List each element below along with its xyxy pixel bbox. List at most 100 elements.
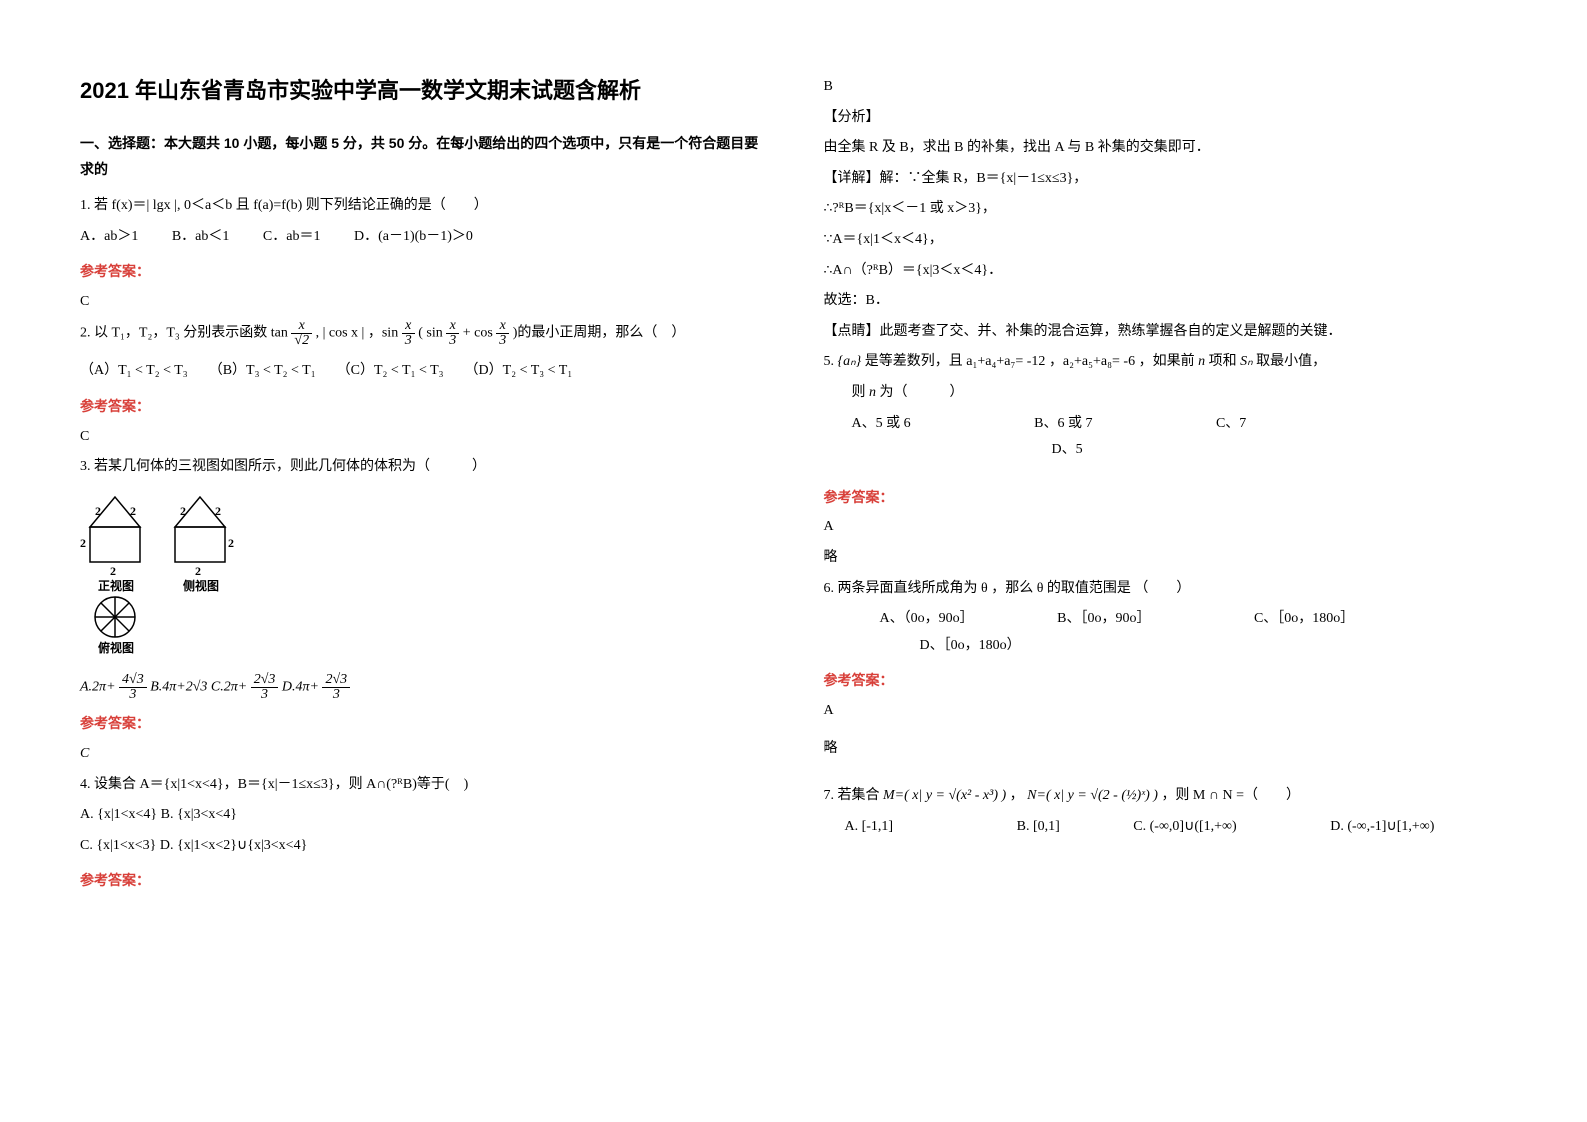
section-1-heading: 一、选择题：本大题共 10 小题，每小题 5 分，共 50 分。在每小题给出的四…	[80, 130, 764, 183]
dim-2e: 2	[180, 504, 186, 518]
q7-n: N=( x| y = √(2 - (½)ˣ) )	[1027, 788, 1158, 803]
q5-line2: 则 n 为（ ）	[824, 380, 1508, 407]
q5-set: {aₙ}	[838, 354, 862, 369]
q3-frac-d-n: 2√3	[322, 673, 350, 688]
q2-frac-4: x3	[496, 319, 509, 348]
q2-options: （A）T₁ < T₂ < T₃ （B）T₃ < T₂ < T₁ （C）T₂ < …	[80, 358, 764, 385]
q5-opt-d: D、5	[1052, 437, 1083, 464]
q2-answer-label: 参考答案：	[80, 393, 764, 420]
q5-opt-c: C、7	[1216, 411, 1246, 438]
q5-answer: A	[824, 514, 1508, 541]
q6-options: A、（0o，90o］ B、［0o，90o］ C、［0o，180o］ D、［0o，…	[824, 606, 1508, 659]
q6-extra: 略	[824, 736, 1508, 763]
q6-opt-b: B、［0o，90o］	[1057, 606, 1150, 633]
detail-line-0: 【详解】解：∵全集 R，B＝{x|－1≤x≤3}，	[824, 166, 1508, 193]
remark: 【点睛】此题考查了交、并、补集的混合运算，熟练掌握各自的定义是解题的关键．	[824, 319, 1508, 346]
q5-extra: 略	[824, 545, 1508, 572]
q1-options: A．ab＞1 B．ab＜1 C．ab＝1 D．(a－1)(b－1)＞0	[80, 224, 764, 251]
q4-opts-line2: C. {x|1<x<3} D. {x|1<x<2}∪{x|3<x<4}	[80, 833, 764, 860]
detail-l0: 解：∵全集 R，B＝{x|－1≤x≤3}，	[880, 171, 1088, 186]
q7-post: ，则 M ∩ N =（ ）	[1161, 788, 1300, 803]
detail-label: 【详解】	[824, 171, 880, 186]
q5-mid: 是等差数列，且 a₁+a₄+a₇=	[865, 354, 1023, 369]
dim-2f: 2	[215, 504, 221, 518]
dim-2h: 2	[195, 564, 201, 578]
q5-mid4: 项和	[1209, 354, 1241, 369]
q2-text-mid1: , | cos x | ，sin	[316, 326, 402, 341]
q2-frac-3: x3	[446, 319, 459, 348]
q3-opt-a-pre: A.2π+	[80, 680, 116, 695]
q2-frac-4-den: 3	[496, 334, 509, 348]
q5-mid2: ，a₂+a₅+a₈=	[1049, 354, 1120, 369]
dim-2g: 2	[228, 536, 234, 550]
dim-2c: 2	[80, 536, 86, 550]
q6-answer: A	[824, 698, 1508, 725]
q5-mid3: ，如果前	[1139, 354, 1199, 369]
q5-v1: -12	[1027, 354, 1046, 369]
dim-2d: 2	[110, 564, 116, 578]
q1-answer-label: 参考答案：	[80, 258, 764, 285]
q6-opt-a: A、（0o，90o］	[880, 606, 974, 633]
q7-options: A. [-1,1] B. [0,1] C. (-∞,0]∪([1,+∞) D. …	[824, 814, 1508, 841]
q3-answer: C	[80, 741, 764, 768]
q1-answer: C	[80, 289, 764, 316]
q5-pre: 5.	[824, 354, 838, 369]
q3-opt-d: D.4π+	[282, 680, 319, 695]
q2-frac-1-den: √2	[291, 334, 312, 348]
q6-stem: 6. 两条异面直线所成角为 θ ，那么 θ 的取值范围是 （ ）	[824, 576, 1508, 603]
q3-frac-d-d: 3	[322, 688, 350, 702]
q2-frac-3-num: x	[446, 319, 459, 334]
remark-label: 【点睛】	[824, 324, 880, 339]
analysis-label: 【分析】	[824, 105, 1508, 132]
right-column: B 【分析】 由全集 R 及 B，求出 B 的补集，找出 A 与 B 补集的交集…	[794, 70, 1538, 1092]
side-view-label: 侧视图	[183, 578, 219, 593]
q3-stem: 3. 若某几何体的三视图如图所示，则此几何体的体积为（ ）	[80, 454, 764, 481]
q4-answer: B	[824, 74, 1508, 101]
q3-frac-c-d: 3	[251, 688, 279, 702]
q5-options: A、5 或 6 B、6 或 7 C、7 D、5	[824, 411, 1508, 464]
q6-answer-label: 参考答案：	[824, 667, 1508, 694]
q7-opt-c: C. (-∞,0]∪([1,+∞)	[1133, 814, 1236, 841]
q6-opt-c: C、［0o，180o］	[1254, 606, 1354, 633]
q2-text-pre: 2. 以 T₁，T₂，T₃ 分别表示函数 tan	[80, 326, 291, 341]
q1-opt-c: C．ab＝1	[263, 224, 321, 251]
q5-stem: 5. {aₙ} 是等差数列，且 a₁+a₄+a₇= -12 ，a₂+a₅+a₈=…	[824, 349, 1508, 376]
detail-line-2: ∵A＝{x|1＜x＜4}，	[824, 227, 1508, 254]
q5-opt-b: B、6 或 7	[1034, 411, 1092, 438]
q3-options: A.2π+ 4√33 B.4π+2√3 C.2π+ 2√33 D.4π+ 2√3…	[80, 673, 764, 702]
q5-l2-n: n	[869, 385, 876, 400]
q5-n: n	[1198, 354, 1205, 369]
q7-m: M=( x| y = √(x² - x³) )	[883, 788, 1006, 803]
q3-frac-a: 4√33	[119, 673, 147, 702]
q2-text-midp: ( sin	[418, 326, 446, 341]
q2-text-post: )的最小正周期，那么（ ）	[513, 326, 686, 341]
q5-opt-a: A、5 或 6	[852, 411, 911, 438]
q2-answer: C	[80, 424, 764, 451]
q7-mid: ，	[1010, 788, 1024, 803]
detail-line-3: ∴A∩（?ᴿB）＝{x|3＜x＜4}．	[824, 258, 1508, 285]
q1-opt-b: B．ab＜1	[172, 224, 230, 251]
q1-opt-d: D．(a－1)(b－1)＞0	[354, 224, 473, 251]
q3-frac-a-d: 3	[119, 688, 147, 702]
detail-line-4: 故选：B．	[824, 288, 1508, 315]
three-view-svg: 2 2 2 2 正视图 2 2 2 2 侧视图 俯视图	[80, 487, 260, 657]
q2-frac-2-den: 3	[402, 334, 415, 348]
q3-frac-c-n: 2√3	[251, 673, 279, 688]
q4-stem: 4. 设集合 A＝{x|1<x<4}，B＝{x|－1≤x≤3}，则 A∩(?ᴿB…	[80, 772, 764, 799]
q2-stem: 2. 以 T₁，T₂，T₃ 分别表示函数 tan x√2 , | cos x |…	[80, 319, 764, 348]
q5-v2: -6	[1123, 354, 1135, 369]
q2-text-mid2: + cos	[463, 326, 497, 341]
top-view-label: 俯视图	[98, 640, 134, 655]
q3-frac-c: 2√33	[251, 673, 279, 702]
q3-frac-d: 2√33	[322, 673, 350, 702]
q3-answer-label: 参考答案：	[80, 710, 764, 737]
q7-opt-d: D. (-∞,-1]∪[1,+∞)	[1330, 814, 1434, 841]
q2-frac-1: x√2	[291, 319, 312, 348]
q5-answer-label: 参考答案：	[824, 484, 1508, 511]
dim-2a: 2	[95, 504, 101, 518]
q2-frac-2-num: x	[402, 319, 415, 334]
left-column: 2021 年山东省青岛市实验中学高一数学文期末试题含解析 一、选择题：本大题共 …	[50, 70, 794, 1092]
q2-frac-4-num: x	[496, 319, 509, 334]
q5-post: 取最小值，	[1256, 354, 1326, 369]
q3-three-views: 2 2 2 2 正视图 2 2 2 2 侧视图 俯视图	[80, 487, 764, 668]
